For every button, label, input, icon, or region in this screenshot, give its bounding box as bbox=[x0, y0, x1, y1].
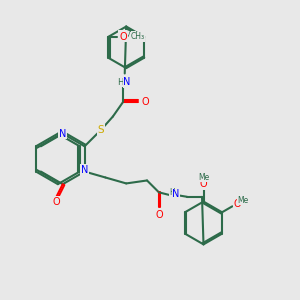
Text: N: N bbox=[123, 77, 130, 87]
Text: O: O bbox=[155, 210, 163, 220]
Text: Me: Me bbox=[198, 173, 209, 182]
Text: O: O bbox=[233, 199, 241, 208]
Text: H: H bbox=[117, 78, 124, 87]
Text: Me: Me bbox=[124, 31, 135, 40]
Text: O: O bbox=[200, 179, 207, 189]
Text: N: N bbox=[81, 165, 88, 175]
Text: S: S bbox=[98, 125, 104, 135]
Text: H: H bbox=[169, 188, 175, 197]
Text: O: O bbox=[142, 97, 149, 107]
Text: CH₃: CH₃ bbox=[130, 32, 145, 41]
Text: N: N bbox=[172, 189, 180, 199]
Text: O: O bbox=[119, 31, 126, 41]
Text: O: O bbox=[52, 196, 60, 207]
Text: O: O bbox=[120, 32, 128, 42]
Text: N: N bbox=[59, 129, 66, 139]
Text: Me: Me bbox=[237, 196, 248, 205]
